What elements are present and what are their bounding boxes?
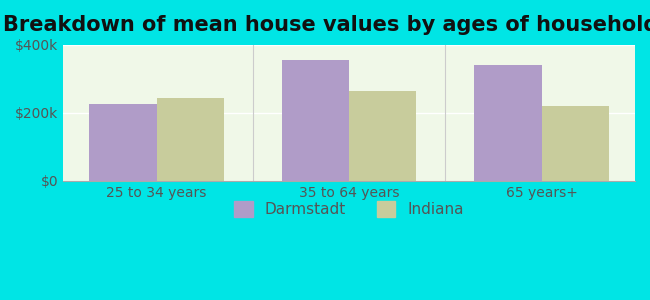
Bar bbox=[281, 60, 349, 181]
Bar bbox=[349, 91, 417, 181]
Bar bbox=[541, 106, 609, 181]
Bar bbox=[89, 104, 157, 181]
Bar bbox=[157, 98, 224, 181]
Bar bbox=[474, 65, 541, 181]
Legend: Darmstadt, Indiana: Darmstadt, Indiana bbox=[227, 194, 471, 225]
Title: Breakdown of mean house values by ages of householders: Breakdown of mean house values by ages o… bbox=[3, 15, 650, 35]
